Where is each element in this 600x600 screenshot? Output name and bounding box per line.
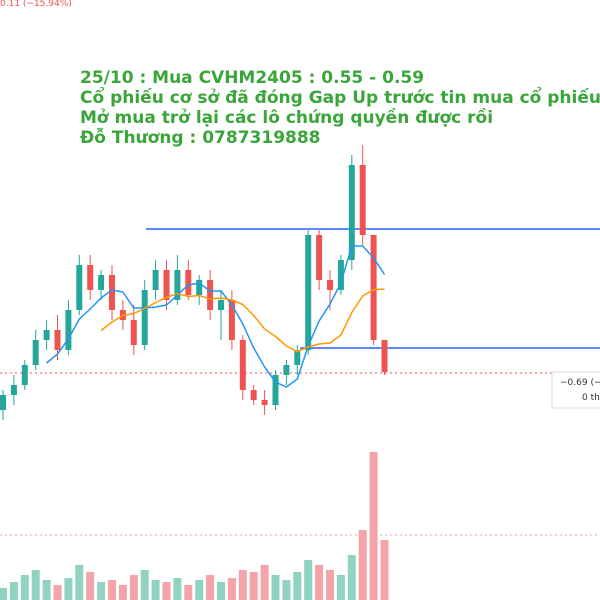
header: 0.11 (−15.94%) [0,0,72,9]
candle-body [370,235,377,340]
candle-body [218,300,224,310]
candle-body [250,390,257,400]
volume-bar [380,540,389,600]
candle-body [294,350,301,365]
volume-bar [173,578,182,600]
candle-body [54,330,61,350]
volume-bar [347,555,356,600]
volume-bar [369,452,378,600]
volume-bar [42,580,51,600]
volume-bar [129,575,138,600]
candle-body [32,340,39,365]
annotation: Cổ phiếu cơ sở đã đóng Gap Up trước tin … [80,86,600,108]
volume-bar [86,572,95,600]
volume-bar [118,585,127,600]
candle-body [141,290,148,345]
volume-bar [97,582,106,600]
candle-body [196,280,203,295]
volume-bar [271,575,280,600]
candle-body [207,280,214,310]
candle-body [381,340,388,372]
volume-bar [260,565,269,600]
volume-bar [206,575,215,600]
candle-body [98,275,105,290]
candle-body [163,270,170,300]
volume-bar [315,565,324,600]
candle-body [359,165,366,235]
volume-bar [293,572,302,600]
candle-body [228,300,235,340]
volume-bar [140,570,149,600]
volume-bar [9,582,18,600]
volume-bar [108,580,116,600]
count-tag: 0 th [582,393,600,403]
candle-body [76,265,83,310]
volume-bar [64,578,73,600]
candle-body [152,270,159,290]
annotation: Mở mua trở lại các lô chứng quyền được r… [80,107,493,128]
annotation: 25/10 : Mua CVHM2405 : 0.55 - 0.59 [80,68,424,88]
volume-bar [326,570,334,600]
candle-body [185,270,192,295]
candle-body [239,340,246,390]
candle-body [10,385,17,395]
candle-body [283,365,290,375]
volume-bar [151,580,160,600]
candle-body [327,280,333,290]
candle-body [130,320,137,345]
volume-bar [0,588,7,600]
volume-bar [162,582,171,600]
candle-body [305,235,312,350]
candle-body [65,310,72,350]
volume-bar [184,585,193,600]
moving-average [46,245,386,388]
candle-body [337,260,344,290]
volume-bar [336,575,345,600]
volume-bar [75,565,84,600]
candle-body [272,375,279,405]
volume-bar [282,580,291,600]
candle-body [109,275,115,310]
volume-bar [53,585,62,600]
annotation: Đỗ Thương : 0787319888 [80,126,321,148]
candle-body [174,270,181,300]
candle-body [21,365,28,385]
candle-body [43,330,50,340]
volume-bar [358,530,367,600]
volume-bar [217,582,225,600]
candle-body [0,395,6,410]
candle-body [348,165,355,260]
candle-body [261,400,268,405]
moving-average [100,288,385,353]
tag-box [551,371,600,409]
volume-bar [20,575,29,600]
candle-body [87,265,94,290]
volume-bar [238,570,247,600]
candle-body [316,235,323,280]
volume-bar [304,560,313,600]
volume-bar [227,578,236,600]
price-tag: −0.69 (−5 [560,378,600,388]
volume-bar [249,572,258,600]
volume-bar [195,580,204,600]
volume-bar [31,570,40,600]
